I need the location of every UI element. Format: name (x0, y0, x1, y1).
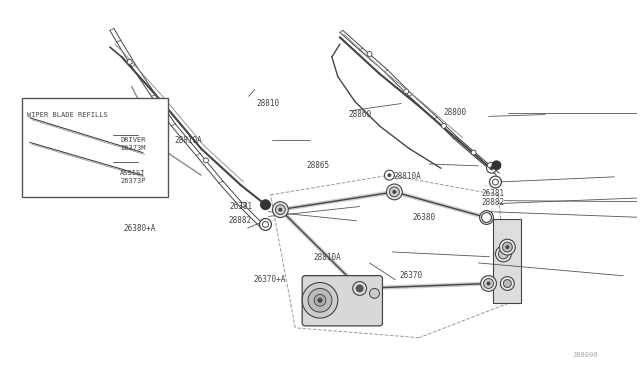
Circle shape (356, 285, 364, 292)
Circle shape (484, 215, 488, 219)
Circle shape (367, 52, 372, 57)
Circle shape (471, 150, 476, 155)
Circle shape (160, 100, 163, 103)
Circle shape (484, 216, 488, 219)
Text: 26380+A: 26380+A (124, 224, 156, 232)
Text: 28800: 28800 (444, 108, 467, 117)
Text: ASSIST: ASSIST (120, 170, 146, 176)
Circle shape (495, 246, 511, 262)
Text: 26370: 26370 (399, 271, 422, 280)
Circle shape (504, 280, 511, 288)
Circle shape (483, 214, 490, 221)
Circle shape (493, 179, 499, 185)
Circle shape (481, 212, 492, 222)
Circle shape (404, 89, 409, 94)
Circle shape (352, 280, 367, 296)
Circle shape (302, 283, 338, 318)
Text: DRIVER: DRIVER (120, 137, 146, 143)
Circle shape (486, 282, 490, 285)
Circle shape (164, 109, 169, 113)
Circle shape (260, 218, 271, 230)
Circle shape (389, 187, 399, 197)
Circle shape (488, 162, 493, 168)
Bar (22, 98, 168, 197)
Text: 26381: 26381 (230, 202, 253, 211)
Circle shape (369, 288, 380, 298)
Circle shape (490, 166, 493, 170)
Text: 26373P: 26373P (120, 177, 146, 183)
Circle shape (275, 205, 285, 215)
Circle shape (490, 176, 501, 188)
Circle shape (260, 200, 271, 210)
Circle shape (500, 277, 515, 291)
Text: 26373M: 26373M (120, 145, 146, 151)
Circle shape (442, 124, 446, 128)
Text: 26380: 26380 (412, 213, 435, 222)
Text: 26370+A: 26370+A (253, 275, 285, 284)
Circle shape (499, 249, 508, 259)
Text: 26381: 26381 (482, 189, 505, 198)
Circle shape (387, 173, 392, 177)
Circle shape (387, 184, 403, 200)
Text: WIPER BLADE REFILLS: WIPER BLADE REFILLS (27, 112, 108, 118)
Circle shape (127, 60, 132, 64)
Text: 28882: 28882 (482, 198, 505, 207)
Circle shape (314, 294, 326, 306)
Circle shape (506, 245, 509, 249)
Circle shape (159, 98, 164, 104)
Circle shape (278, 208, 282, 212)
Text: 28810A: 28810A (393, 172, 420, 181)
Circle shape (260, 200, 271, 210)
Circle shape (484, 279, 493, 288)
Circle shape (392, 190, 396, 194)
Circle shape (317, 298, 323, 303)
Circle shape (308, 288, 332, 312)
Text: 28810A: 28810A (314, 253, 341, 262)
Circle shape (479, 211, 493, 224)
FancyBboxPatch shape (302, 276, 383, 326)
Bar (493, 219, 521, 303)
Circle shape (264, 203, 268, 207)
Text: 28860: 28860 (349, 110, 372, 119)
Circle shape (385, 170, 394, 180)
Circle shape (486, 163, 497, 173)
Text: 28810: 28810 (257, 99, 280, 108)
Circle shape (273, 202, 288, 218)
Circle shape (241, 202, 246, 207)
Circle shape (481, 276, 497, 291)
Circle shape (355, 283, 365, 294)
Text: J88000: J88000 (573, 352, 598, 359)
Circle shape (492, 160, 501, 170)
Text: 28882: 28882 (228, 216, 251, 225)
Text: 28810A: 28810A (174, 136, 202, 145)
Circle shape (499, 239, 515, 255)
Circle shape (502, 242, 512, 252)
Circle shape (358, 286, 362, 291)
Circle shape (262, 221, 268, 227)
Text: 28865: 28865 (306, 161, 329, 170)
Circle shape (204, 158, 209, 163)
